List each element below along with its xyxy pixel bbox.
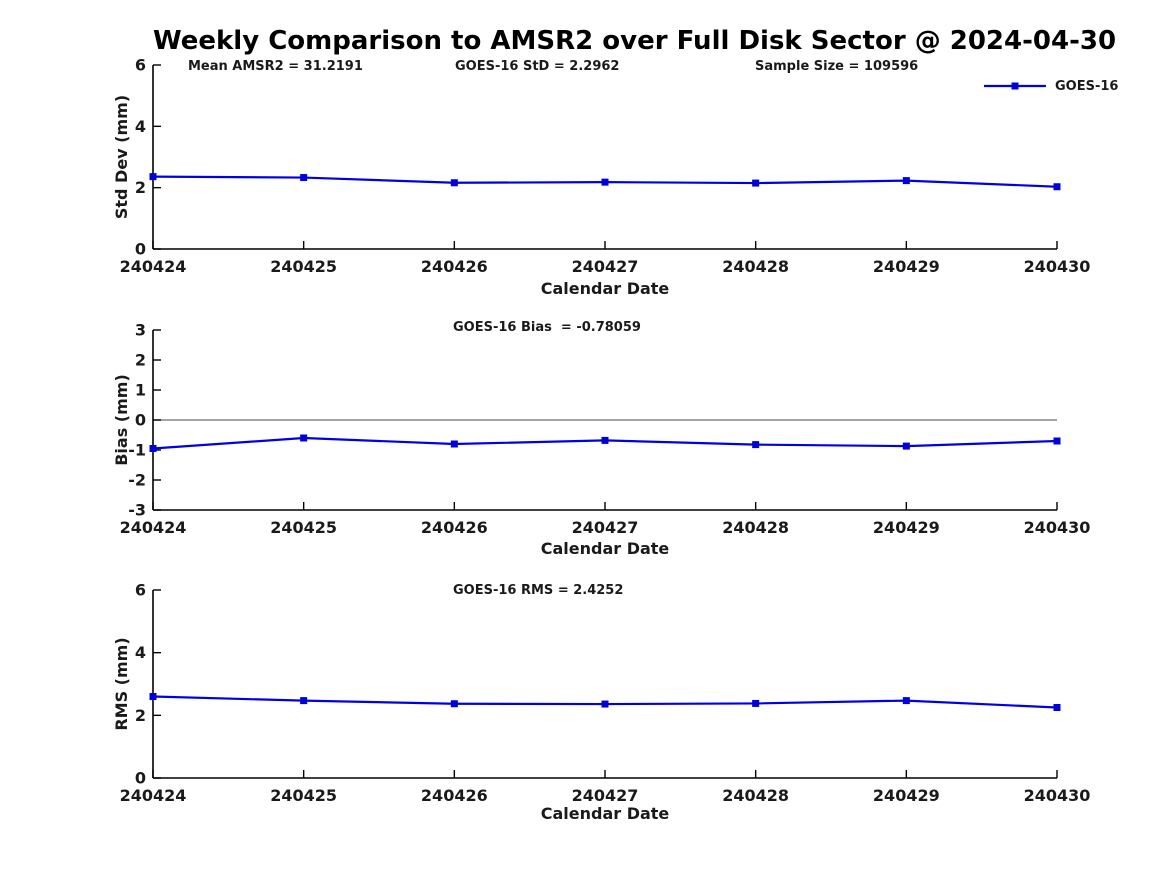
x-tick-label: 240429 [873, 257, 940, 276]
data-marker [1053, 704, 1061, 711]
data-marker [300, 697, 308, 705]
data-marker [300, 434, 308, 442]
data-marker [450, 700, 458, 708]
x-tick-label: 240430 [1024, 786, 1091, 805]
y-tick-label: 2 [135, 351, 146, 370]
xlabel-rms: Calendar Date [540, 804, 670, 823]
data-marker [752, 179, 760, 187]
legend: GOES-16 [983, 78, 1119, 94]
y-tick-label: 3 [135, 321, 146, 340]
x-tick-label: 240425 [270, 257, 337, 276]
x-tick-label: 240430 [1024, 518, 1091, 537]
x-tick-label: 240424 [120, 257, 187, 276]
y-tick-label: 1 [135, 381, 146, 400]
subplot-bias: -3 -2 -1 0 1 2 3 240424 240425 240426 240427 240428… [120, 321, 1091, 538]
x-tick-label: 240427 [572, 786, 639, 805]
data-marker [149, 445, 157, 452]
y-tick-label: 2 [135, 706, 146, 725]
x-tick-label: 240426 [421, 518, 488, 537]
data-marker [902, 442, 910, 450]
x-tick-label: 240428 [722, 786, 789, 805]
y-tick-label: 0 [135, 411, 146, 430]
annotation-goes16-rms: GOES-16 RMS = 2.4252 [453, 583, 624, 598]
x-tick-label: 240424 [120, 518, 187, 537]
legend-label: GOES-16 [1055, 78, 1119, 94]
data-marker [902, 697, 910, 705]
data-marker [601, 436, 609, 444]
subplot-stddev: 0 2 4 6 240424 240425 240426 240427 240428 240429… [120, 56, 1091, 277]
data-marker [149, 693, 157, 701]
data-marker [149, 173, 157, 181]
y-tick-label: -3 [128, 501, 146, 520]
annotation-mean-amsr2: Mean AMSR2 = 31.2191 [188, 59, 363, 74]
x-tick-label: 240425 [270, 518, 337, 537]
xlabel-bias: Calendar Date [540, 539, 670, 558]
x-tick-label: 240424 [120, 786, 187, 805]
figure-title: Weekly Comparison to AMSR2 over Full Dis… [153, 26, 1117, 56]
y-tick-label: -2 [128, 471, 146, 490]
annotation-goes16-std: GOES-16 StD = 2.2962 [455, 59, 620, 74]
x-tick-label: 240428 [722, 518, 789, 537]
y-tick-label: 6 [135, 56, 146, 75]
data-marker [450, 440, 458, 448]
y-tick-label: 0 [135, 240, 146, 259]
subplot-rms: 0 2 4 6 240424 240425 240426 240427 240428 240429… [120, 581, 1091, 806]
x-tick-label: 240427 [572, 518, 639, 537]
x-tick-label: 240426 [421, 257, 488, 276]
x-tick-label: 240429 [873, 518, 940, 537]
annotation-goes16-bias: GOES-16 Bias = -0.78059 [453, 320, 641, 335]
x-tick-label: 240425 [270, 786, 337, 805]
data-marker [902, 177, 910, 185]
x-tick-label: 240427 [572, 257, 639, 276]
data-marker [601, 700, 609, 708]
data-marker [752, 441, 760, 449]
xlabel-stddev: Calendar Date [540, 279, 670, 298]
y-tick-label: 6 [135, 581, 146, 600]
x-tick-label: 240430 [1024, 257, 1091, 276]
y-tick-label: 0 [135, 769, 146, 788]
y-tick-label: 4 [135, 117, 146, 136]
x-tick-label: 240428 [722, 257, 789, 276]
data-marker [1053, 183, 1061, 191]
legend-line-icon [984, 82, 1046, 90]
data-marker [752, 699, 760, 707]
data-marker [601, 178, 609, 186]
annotation-sample-size: Sample Size = 109596 [755, 59, 919, 74]
y-tick-label: -1 [128, 441, 146, 460]
y-tick-label: 2 [135, 178, 146, 197]
x-tick-label: 240426 [421, 786, 488, 805]
data-marker [300, 174, 308, 182]
data-marker [450, 179, 458, 187]
x-tick-label: 240429 [873, 786, 940, 805]
y-tick-label: 4 [135, 643, 146, 662]
data-marker [1053, 437, 1061, 445]
